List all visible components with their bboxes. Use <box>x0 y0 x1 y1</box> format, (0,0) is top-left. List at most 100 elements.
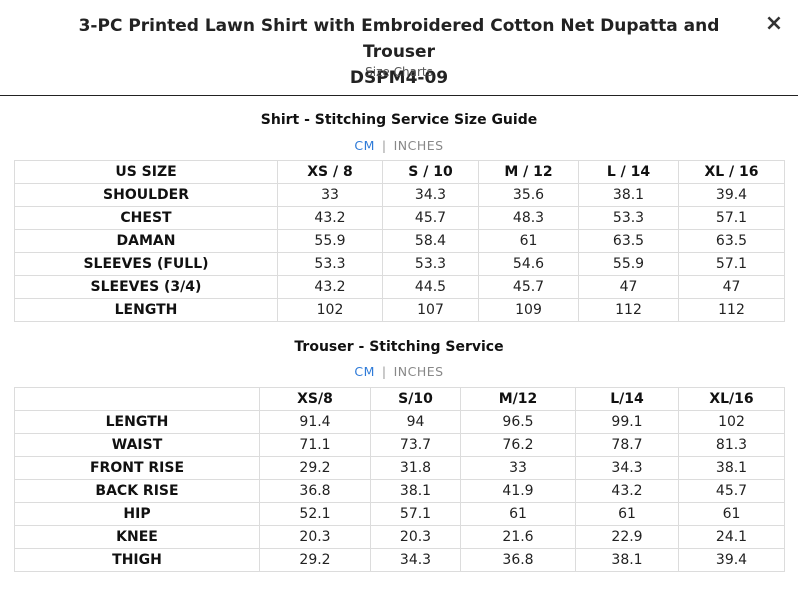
measurement-value: 38.1 <box>575 548 679 572</box>
measurement-value: 96.5 <box>460 410 576 434</box>
size-column-header: L/14 <box>575 387 679 411</box>
measurement-value: 94 <box>370 410 461 434</box>
measurement-value: 38.1 <box>678 456 785 480</box>
table-row: DAMAN 55.9 58.4 61 63.5 63.5 <box>14 229 785 253</box>
table-row: BACK RISE 36.8 38.1 41.9 43.2 45.7 <box>14 479 785 503</box>
measurement-value: 52.1 <box>259 502 371 526</box>
measurement-label: KNEE <box>14 525 260 549</box>
measurement-value: 57.1 <box>678 206 785 230</box>
unit-cm-button[interactable]: CM <box>354 138 375 153</box>
measurement-value: 44.5 <box>382 275 479 299</box>
measurement-value: 21.6 <box>460 525 576 549</box>
size-column-header: S/10 <box>370 387 461 411</box>
measurement-value: 55.9 <box>578 252 679 276</box>
measurement-value: 35.6 <box>478 183 579 207</box>
measurement-value: 47 <box>578 275 679 299</box>
table-row: LENGTH 91.4 94 96.5 99.1 102 <box>14 410 785 434</box>
dialog-title: 3-PC Printed Lawn Shirt with Embroidered… <box>40 13 758 91</box>
size-column-header: L / 14 <box>578 160 679 184</box>
unit-inches-button[interactable]: INCHES <box>393 138 444 153</box>
trouser-unit-toggle: CM | INCHES <box>0 364 798 379</box>
table-row: WAIST 71.1 73.7 76.2 78.7 81.3 <box>14 433 785 457</box>
measurement-value: 102 <box>678 410 785 434</box>
measurement-value: 99.1 <box>575 410 679 434</box>
measurement-label: LENGTH <box>14 410 260 434</box>
measurement-label: FRONT RISE <box>14 456 260 480</box>
unit-cm-button[interactable]: CM <box>354 364 375 379</box>
measurement-value: 63.5 <box>578 229 679 253</box>
measurement-value: 24.1 <box>678 525 785 549</box>
table-row: FRONT RISE 29.2 31.8 33 34.3 38.1 <box>14 456 785 480</box>
measurement-value: 43.2 <box>575 479 679 503</box>
measurement-value: 29.2 <box>259 548 371 572</box>
measurement-value: 45.7 <box>478 275 579 299</box>
measurement-value: 22.9 <box>575 525 679 549</box>
measurement-value: 112 <box>578 298 679 322</box>
table-row: CHEST 43.2 45.7 48.3 53.3 57.1 <box>14 206 785 230</box>
table-row: THIGH 29.2 34.3 36.8 38.1 39.4 <box>14 548 785 572</box>
measurement-value: 73.7 <box>370 433 461 457</box>
measurement-value: 41.9 <box>460 479 576 503</box>
trouser-section-title: Trouser - Stitching Service <box>294 339 504 355</box>
measurement-label: SLEEVES (3/4) <box>14 275 278 299</box>
measurement-label: LENGTH <box>14 298 278 322</box>
measurement-value: 38.1 <box>370 479 461 503</box>
measurement-value: 45.7 <box>678 479 785 503</box>
size-column-header: M / 12 <box>478 160 579 184</box>
measurement-value: 61 <box>460 502 576 526</box>
measurement-value: 43.2 <box>277 275 383 299</box>
dialog-header: 3-PC Printed Lawn Shirt with Embroidered… <box>0 0 798 96</box>
shirt-unit-toggle: CM | INCHES <box>0 138 798 153</box>
measurement-value: 63.5 <box>678 229 785 253</box>
measurement-label: DAMAN <box>14 229 278 253</box>
measurement-value: 33 <box>277 183 383 207</box>
measurement-value: 53.3 <box>382 252 479 276</box>
measurement-value: 71.1 <box>259 433 371 457</box>
unit-separator: | <box>381 364 387 379</box>
measurement-value: 20.3 <box>370 525 461 549</box>
measurement-value: 34.3 <box>382 183 479 207</box>
measurement-value: 53.3 <box>277 252 383 276</box>
measurement-value: 48.3 <box>478 206 579 230</box>
unit-inches-button[interactable]: INCHES <box>393 364 444 379</box>
measurement-value: 20.3 <box>259 525 371 549</box>
measurement-value: 61 <box>575 502 679 526</box>
measurement-value: 57.1 <box>370 502 461 526</box>
table-row: SLEEVES (FULL) 53.3 53.3 54.6 55.9 57.1 <box>14 252 785 276</box>
measurement-value: 76.2 <box>460 433 576 457</box>
shirt-section-title: Shirt - Stitching Service Size Guide <box>260 112 538 128</box>
measurement-value: 36.8 <box>259 479 371 503</box>
measurement-value: 61 <box>478 229 579 253</box>
size-header-row: XS/8 S/10 M/12 L/14 XL/16 <box>14 387 785 411</box>
measurement-value: 55.9 <box>277 229 383 253</box>
measurement-label: SLEEVES (FULL) <box>14 252 278 276</box>
size-header-label <box>14 387 260 411</box>
measurement-label: HIP <box>14 502 260 526</box>
size-column-header: XL / 16 <box>678 160 785 184</box>
measurement-value: 107 <box>382 298 479 322</box>
measurement-value: 112 <box>678 298 785 322</box>
measurement-value: 61 <box>678 502 785 526</box>
measurement-value: 91.4 <box>259 410 371 434</box>
size-column-header: S / 10 <box>382 160 479 184</box>
measurement-value: 31.8 <box>370 456 461 480</box>
measurement-value: 38.1 <box>578 183 679 207</box>
measurement-value: 39.4 <box>678 183 785 207</box>
measurement-value: 34.3 <box>575 456 679 480</box>
measurement-value: 29.2 <box>259 456 371 480</box>
size-column-header: XL/16 <box>678 387 785 411</box>
table-row: SLEEVES (3/4) 43.2 44.5 45.7 47 47 <box>14 275 785 299</box>
close-icon[interactable]: × <box>764 11 784 36</box>
measurement-value: 81.3 <box>678 433 785 457</box>
trouser-size-table: XS/8 S/10 M/12 L/14 XL/16 LENGTH 91.4 94 96.5 99.… <box>14 387 785 572</box>
measurement-value: 39.4 <box>678 548 785 572</box>
unit-separator: | <box>381 138 387 153</box>
measurement-value: 109 <box>478 298 579 322</box>
measurement-value: 58.4 <box>382 229 479 253</box>
measurement-value: 36.8 <box>460 548 576 572</box>
dialog-subtitle: Size Charts <box>365 65 433 79</box>
table-row: LENGTH 102 107 109 112 112 <box>14 298 785 322</box>
measurement-value: 102 <box>277 298 383 322</box>
